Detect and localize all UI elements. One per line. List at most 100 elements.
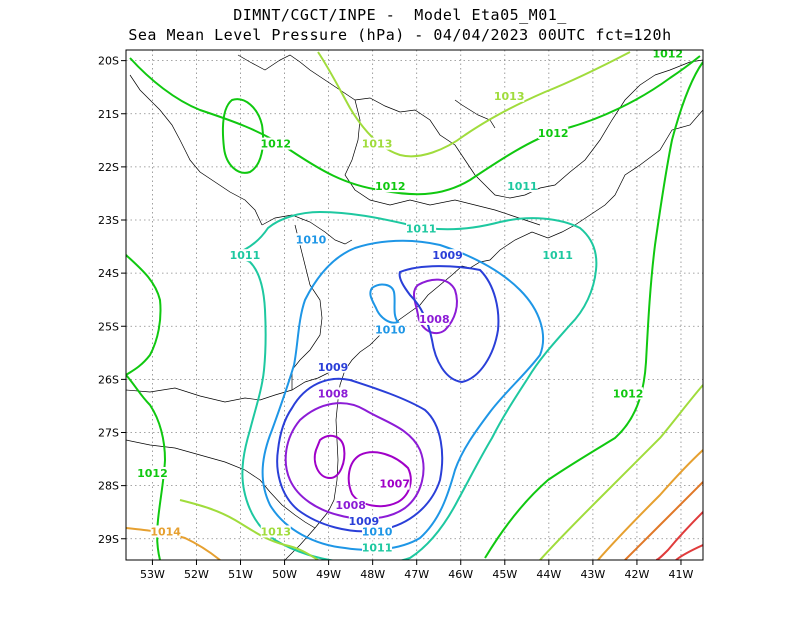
contour-label-1011: 1011 <box>406 223 437 236</box>
axis-ticks: 53W 52W 51W 50W 49W 48W 47W 46W 45W 44W 43W 42W 41W 2… <box>98 55 694 581</box>
contour-label-1010: 1010 <box>296 233 327 246</box>
isobar-1012 <box>126 254 162 376</box>
tick-label-lon: 49W <box>316 568 341 581</box>
contour-label-bg <box>362 525 393 538</box>
tick-label-lon: 52W <box>184 568 209 581</box>
contour-label-bg <box>318 387 349 400</box>
contour-label-1012: 1012 <box>613 387 644 400</box>
tick-label-lat: 26S <box>98 373 119 386</box>
isobar-1009 <box>276 377 444 533</box>
isobar-1009 <box>398 265 500 384</box>
tick-label-lon: 48W <box>360 568 385 581</box>
chart-title-line1: DIMNT/CGCT/INPE - Model Eta05_M01_ <box>233 6 567 24</box>
contour-label-bg <box>538 127 569 139</box>
tick-label-lon: 46W <box>448 568 473 581</box>
contour-label-bg <box>652 50 683 60</box>
tick-label-lon: 43W <box>580 568 605 581</box>
tick-label-lat: 25S <box>98 320 119 333</box>
contour-label-bg <box>318 360 349 373</box>
tick-label-lon: 51W <box>228 568 253 581</box>
contour-label-1010: 1010 <box>362 525 393 538</box>
contour-label-1011: 1011 <box>230 249 261 262</box>
contour-label-1008: 1008 <box>335 499 366 512</box>
contour-label-1008: 1008 <box>419 313 450 326</box>
contour-label-1009: 1009 <box>432 249 463 262</box>
isobar-1014 <box>126 527 221 560</box>
isobar-1014 <box>597 449 703 560</box>
contour-label-bg <box>260 137 291 150</box>
coastline <box>126 54 703 560</box>
contour-label-1011: 1011 <box>362 541 393 554</box>
isobar-1013 <box>317 51 631 158</box>
isobar-1013 <box>539 384 703 560</box>
contour-label-bg <box>406 222 437 235</box>
contour-label-1010: 1010 <box>375 324 406 337</box>
contour-label-bg <box>137 467 168 479</box>
contour-label-bg <box>295 233 326 246</box>
tick-label-lat: 28S <box>98 480 119 493</box>
tick-label-lon: 53W <box>140 568 165 581</box>
tick-label-lat: 22S <box>98 161 119 174</box>
tick-label-lon: 47W <box>404 568 429 581</box>
isobar-1013 <box>179 499 319 560</box>
isobar-1008 <box>412 278 458 335</box>
contour-label-bg <box>379 477 410 490</box>
gridlines <box>126 50 703 560</box>
contour-label-1012: 1012 <box>375 180 406 193</box>
isobar-1016 <box>655 511 703 560</box>
contour-label-1012: 1012 <box>260 138 291 151</box>
isobar-1008 <box>284 402 425 520</box>
isobar-1010 <box>369 283 400 324</box>
tick-label-lat: 24S <box>98 267 119 280</box>
contour-label-bg <box>150 525 181 538</box>
tick-label-lat: 23S <box>98 214 119 227</box>
isobar-1015 <box>624 481 703 560</box>
contour-label-1007: 1007 <box>379 478 410 491</box>
isobar-1012 <box>129 55 701 196</box>
contour-label-1009: 1009 <box>318 361 349 374</box>
contour-label-1011: 1011 <box>542 249 573 262</box>
contour-label-bg <box>335 498 366 511</box>
contour-label-bg <box>613 387 644 400</box>
isobar-1007 <box>313 434 346 480</box>
isobar-1007 <box>347 451 412 508</box>
contour-label-bg <box>260 525 291 538</box>
contour-label-1012: 1012 <box>137 467 168 480</box>
contour-label-1009: 1009 <box>349 515 380 528</box>
tick-label-lat: 29S <box>98 533 119 546</box>
tick-label-lat: 27S <box>98 427 119 440</box>
tick-label-lon: 42W <box>624 568 649 581</box>
tick-label-lon: 45W <box>492 568 517 581</box>
isobar-1012 <box>222 98 265 174</box>
contour-label-1008: 1008 <box>318 387 349 400</box>
contour-label-bg <box>432 249 463 262</box>
contour-label-1011: 1011 <box>507 180 538 193</box>
tick-label-lat: 21S <box>98 108 119 121</box>
tick-label-lon: 41W <box>669 568 694 581</box>
contour-label-bg <box>362 541 393 554</box>
contour-labels: 1012 1013 1012 1013 1012 1012 1011 1011 1010 1011… <box>137 47 683 554</box>
contour-label-bg <box>419 312 450 325</box>
tick-label-lat: 20S <box>98 55 119 68</box>
contour-label-1012: 1012 <box>538 127 569 140</box>
isobar-1010 <box>261 239 545 551</box>
contour-label-bg <box>375 180 406 193</box>
contour-label-1013: 1013 <box>362 138 393 151</box>
contour-label-bg <box>229 249 260 262</box>
plot-frame <box>125 49 704 561</box>
contour-label-bg <box>362 137 393 150</box>
contour-label-bg <box>494 89 525 102</box>
isobar-1012 <box>484 61 703 559</box>
isobar-1016 <box>675 544 703 560</box>
contour-label-1012: 1012 <box>652 47 683 60</box>
tick-label-lon: 44W <box>536 568 561 581</box>
contour-label-bg <box>348 514 379 527</box>
chart-title-line2: Sea Mean Level Pressure (hPa) - 04/04/20… <box>128 26 672 44</box>
contour-label-bg <box>375 323 406 336</box>
contour-label-bg <box>507 180 538 193</box>
contour-label-bg <box>542 249 573 262</box>
contour-label-1013: 1013 <box>494 90 525 103</box>
contour-label-1014: 1014 <box>150 525 181 538</box>
tick-label-lon: 50W <box>272 568 297 581</box>
